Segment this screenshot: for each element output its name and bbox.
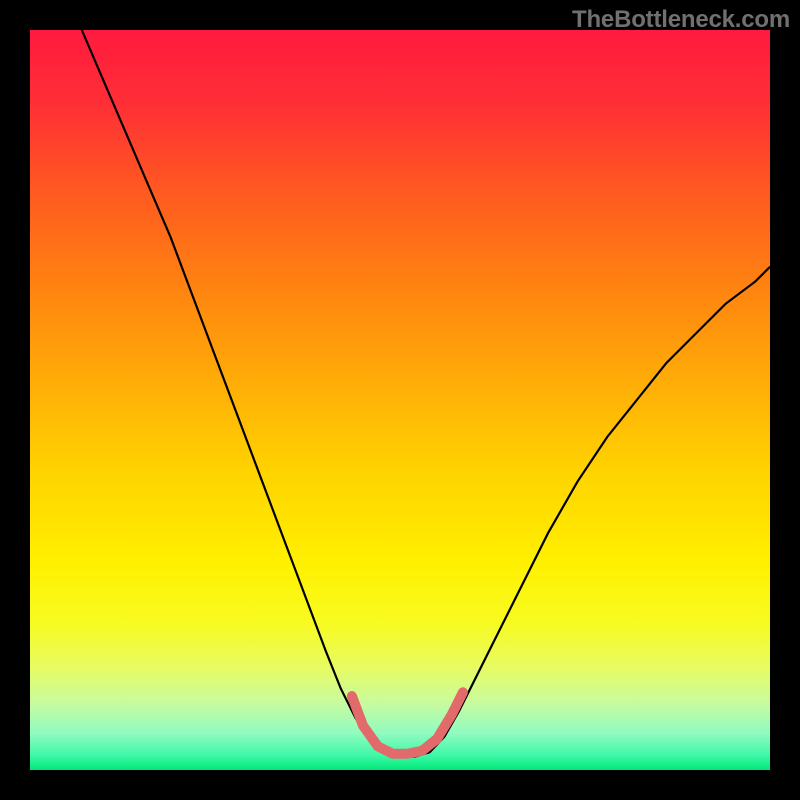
gradient-fill (30, 30, 770, 770)
bottleneck-chart (0, 0, 800, 800)
watermark-text: TheBottleneck.com (572, 6, 790, 34)
